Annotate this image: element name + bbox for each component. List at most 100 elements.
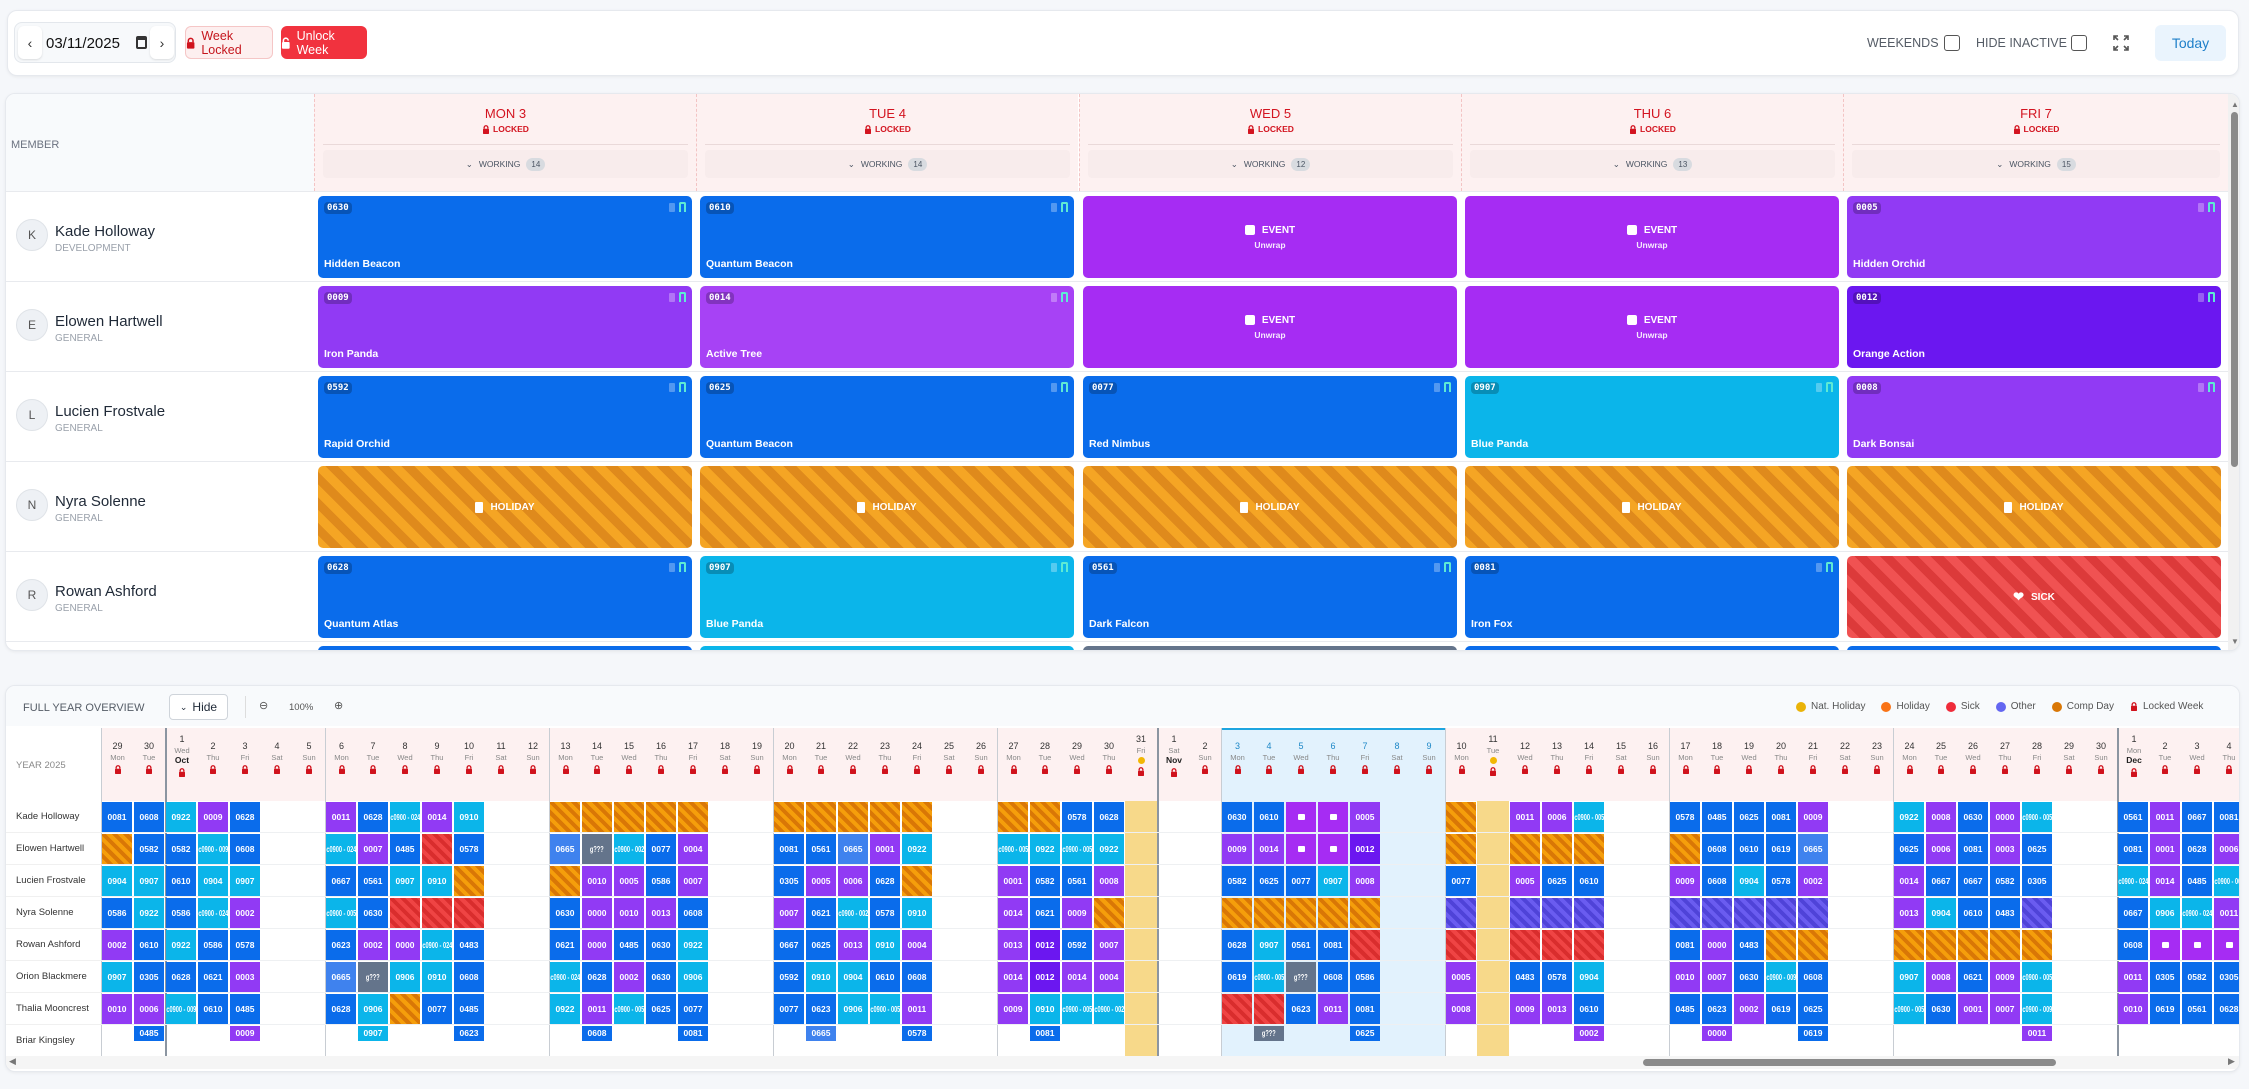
working-toggle[interactable]: ⌄ WORKING 15	[1852, 150, 2220, 178]
shift-cell[interactable]: 0665	[550, 834, 580, 864]
shift-cell[interactable]: 0000	[582, 898, 612, 928]
shift-cell[interactable]: 0906	[838, 994, 868, 1024]
shift-card[interactable]: 0081 Iron Fox	[1465, 556, 1839, 638]
holiday-cell[interactable]	[454, 866, 484, 896]
other-cell[interactable]	[1766, 898, 1796, 928]
sick-cell[interactable]	[1510, 930, 1540, 960]
shift-cell[interactable]: 0011	[2150, 802, 2180, 832]
shift-cell[interactable]: 0904	[102, 866, 132, 896]
holiday-cell[interactable]	[1094, 898, 1124, 928]
shift-cell[interactable]: 0904	[838, 962, 868, 992]
shift-cell[interactable]: 0582	[1222, 866, 1252, 896]
shift-cell[interactable]: c0900 - 005	[1062, 994, 1092, 1024]
shift-cell[interactable]: 0011	[582, 994, 612, 1024]
shift-cell[interactable]: 0000	[582, 930, 612, 960]
shift-cell[interactable]: 0485	[454, 994, 484, 1024]
shift-card[interactable]: 0592 Rapid Orchid	[318, 376, 692, 458]
shift-cell[interactable]: 0561	[806, 834, 836, 864]
shift-cell[interactable]: 0628	[1222, 930, 1252, 960]
scrollbar-thumb[interactable]	[1643, 1059, 2056, 1066]
hide-button[interactable]: ⌄ Hide	[169, 694, 228, 720]
shift-cell[interactable]: 0010	[2118, 994, 2148, 1024]
shift-cell[interactable]: 0610	[870, 962, 900, 992]
shift-cell[interactable]: 0628	[358, 802, 388, 832]
shift-cell[interactable]: 0628	[2182, 834, 2212, 864]
shift-cell[interactable]: 0578	[1062, 802, 1092, 832]
holiday-cell[interactable]	[1030, 802, 1060, 832]
shift-card[interactable]: 0005 Hidden Orchid	[1847, 196, 2221, 278]
shift-card[interactable]: 0907 Blue Panda	[700, 556, 1074, 638]
shift-cell[interactable]: 0485	[614, 930, 644, 960]
shift-cell[interactable]: 0014	[422, 802, 452, 832]
event-card[interactable]: EVENT Unwrap	[1083, 196, 1457, 278]
shift-cell[interactable]: 0578	[454, 834, 484, 864]
holiday-cell[interactable]	[678, 802, 708, 832]
shift-cell[interactable]: c0900 - 005	[2022, 802, 2052, 832]
member-name[interactable]: Rowan Ashford	[55, 583, 157, 600]
shift-cell[interactable]: 0485	[134, 1026, 164, 1041]
scrollbar-thumb[interactable]	[2231, 112, 2238, 467]
shift-cell[interactable]: 0305	[2150, 962, 2180, 992]
holiday-cell[interactable]	[1510, 834, 1540, 864]
shift-cell[interactable]: 0005	[1510, 866, 1540, 896]
holiday-cell[interactable]	[550, 802, 580, 832]
working-toggle[interactable]: ⌄ WORKING 12	[1088, 150, 1453, 178]
sick-card[interactable]: ❤ SICK	[1847, 556, 2221, 638]
shift-cell[interactable]: 0910	[806, 962, 836, 992]
shift-cell[interactable]: 0625	[1798, 994, 1828, 1024]
shift-cell[interactable]: 0014	[1062, 962, 1092, 992]
holiday-card[interactable]: HOLIDAY	[1083, 466, 1457, 548]
shift-cell[interactable]: 0922	[166, 930, 196, 960]
holiday-card[interactable]: HOLIDAY	[318, 466, 692, 548]
shift-cell[interactable]: 0006	[1926, 834, 1956, 864]
shift-cell[interactable]: 0922	[134, 898, 164, 928]
shift-cell[interactable]: 0907	[134, 866, 164, 896]
shift-cell[interactable]: 0081	[1350, 994, 1380, 1024]
working-toggle[interactable]: ⌄ WORKING 14	[323, 150, 688, 178]
shift-cell[interactable]: c0900 - 005	[2022, 962, 2052, 992]
event-card[interactable]: EVENT Unwrap	[1083, 286, 1457, 368]
shift-cell[interactable]: 0665	[838, 834, 868, 864]
shift-cell[interactable]: 0004	[902, 930, 932, 960]
shift-cell[interactable]: 0922	[902, 834, 932, 864]
shift-cell[interactable]: 0008	[1094, 866, 1124, 896]
shift-cell[interactable]: 0592	[774, 962, 804, 992]
member-name[interactable]: Lucien Frostvale	[55, 403, 166, 420]
shift-cell[interactable]: 0002	[358, 930, 388, 960]
shift-cell[interactable]: 0012	[1350, 834, 1380, 864]
scroll-right-icon[interactable]: ▶	[2228, 1056, 2235, 1066]
shift-cell[interactable]: 0608	[230, 834, 260, 864]
shift-card[interactable]	[1465, 646, 1839, 650]
holiday-cell[interactable]	[870, 802, 900, 832]
shift-cell[interactable]: 0003	[1990, 834, 2020, 864]
shift-cell[interactable]: c0900 - 024	[2118, 866, 2148, 896]
holiday-cell[interactable]	[774, 802, 804, 832]
shift-card[interactable]	[1847, 646, 2221, 650]
shift-cell[interactable]: 0008	[1446, 994, 1476, 1024]
shift-cell[interactable]: c0900 - 005	[1574, 802, 1604, 832]
shift-cell[interactable]: 0625	[1254, 866, 1284, 896]
shift-cell[interactable]: 0007	[678, 866, 708, 896]
other-cell[interactable]	[1446, 898, 1476, 928]
shift-cell[interactable]: 0014	[998, 898, 1028, 928]
shift-cell[interactable]: 0013	[1894, 898, 1924, 928]
holiday-cell[interactable]	[1798, 930, 1828, 960]
shift-cell[interactable]: 0906	[390, 962, 420, 992]
holiday-cell[interactable]	[582, 802, 612, 832]
shift-cell[interactable]: 0009	[1510, 994, 1540, 1024]
member-name[interactable]: Kade Holloway	[55, 223, 156, 240]
shift-cell[interactable]: 0007	[774, 898, 804, 928]
vertical-scrollbar[interactable]: ▲ ▼	[2228, 94, 2239, 650]
shift-cell[interactable]: 0002	[230, 898, 260, 928]
shift-cell[interactable]: 0001	[1958, 994, 1988, 1024]
shift-cell[interactable]: 0305	[134, 962, 164, 992]
shift-cell[interactable]: 0625	[806, 930, 836, 960]
shift-cell[interactable]: c0900 - 005	[1254, 962, 1284, 992]
shift-cell[interactable]: c0900 - 005	[614, 994, 644, 1024]
shift-cell[interactable]: 0625	[646, 994, 676, 1024]
shift-cell[interactable]: c0900 - 005	[1062, 834, 1092, 864]
shift-cell[interactable]: 0665	[806, 1026, 836, 1041]
holiday-card[interactable]: HOLIDAY	[1465, 466, 1839, 548]
shift-cell[interactable]: 0665	[326, 962, 356, 992]
shift-cell[interactable]: 0010	[582, 866, 612, 896]
